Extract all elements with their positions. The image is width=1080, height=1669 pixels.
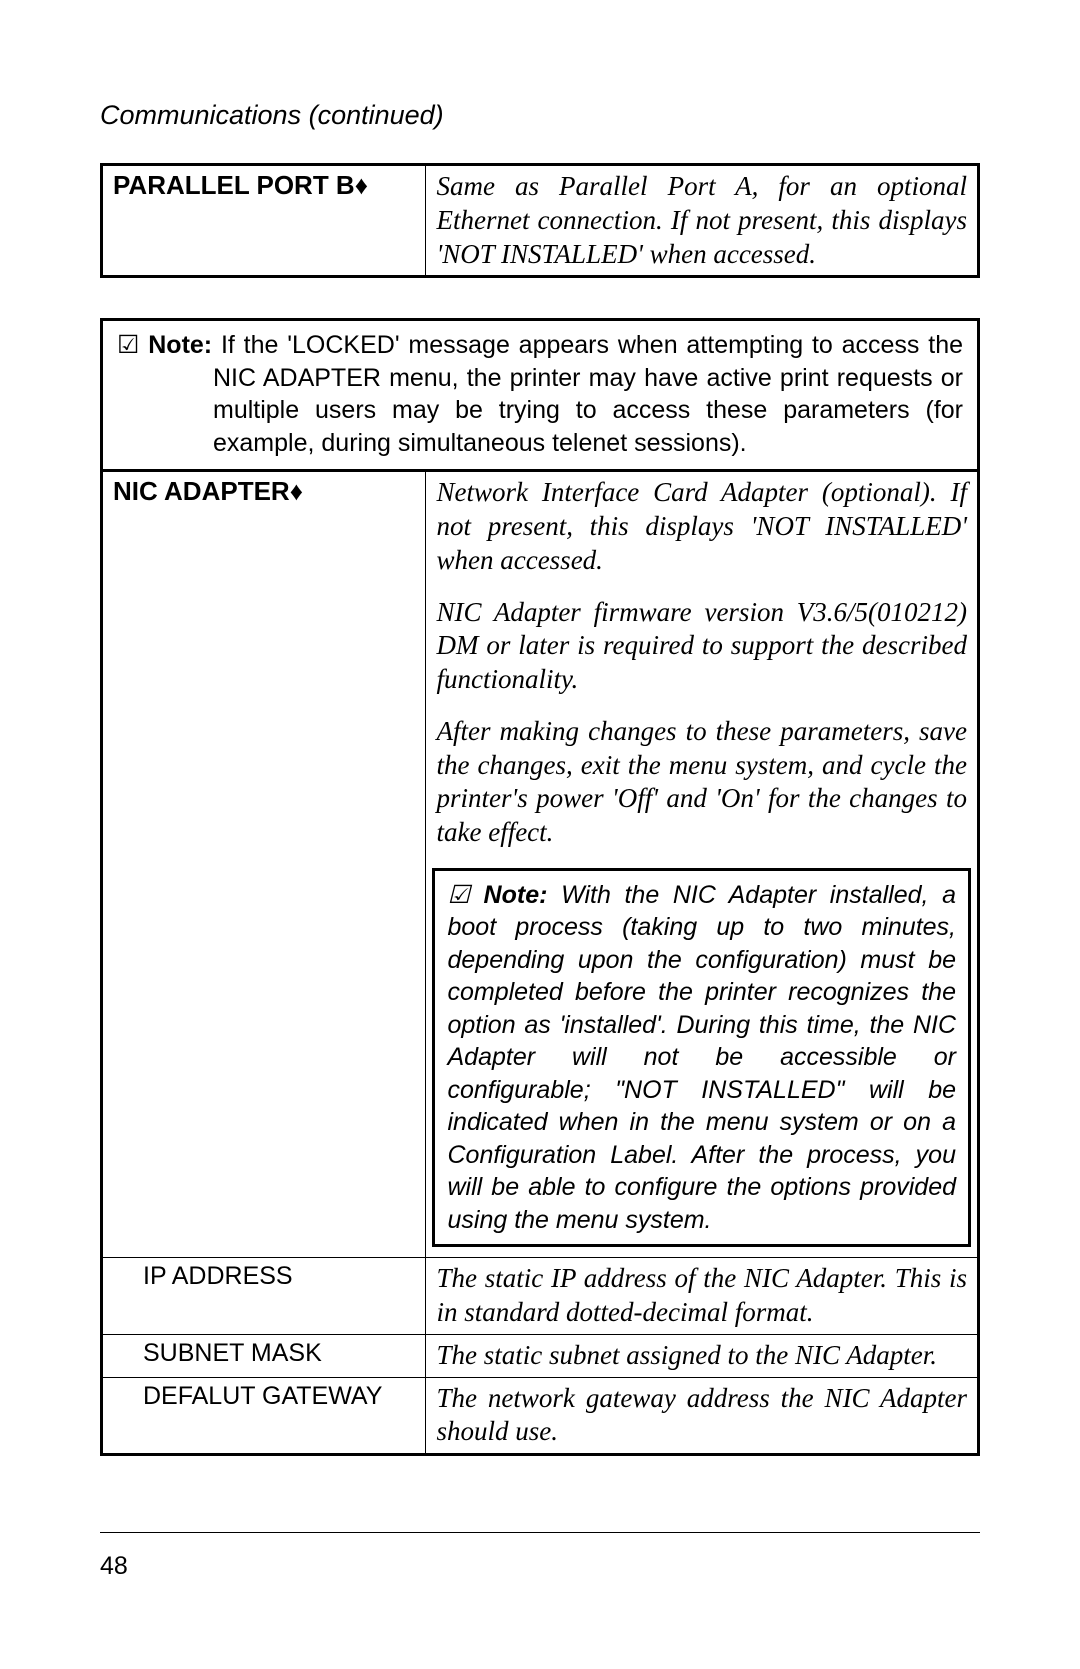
default-gateway-desc: The network gateway address the NIC Adap… xyxy=(436,1382,967,1450)
nic-adapter-table: NIC ADAPTER♦ Network Interface Card Adap… xyxy=(100,469,980,1456)
diamond-icon: ♦ xyxy=(290,476,303,506)
parallel-port-b-desc: Same as Parallel Port A, for an optional… xyxy=(436,170,967,271)
ip-address-label: IP ADDRESS xyxy=(102,1258,426,1335)
locked-note-text: If the 'LOCKED' message appears when att… xyxy=(213,331,963,457)
note-label: Note: xyxy=(148,331,212,359)
checkbox-icon: ☑ xyxy=(117,331,139,359)
diamond-icon: ♦ xyxy=(355,170,368,200)
nic-inner-note-box: ☑ Note: With the NIC Adapter installed, … xyxy=(432,868,971,1248)
locked-note-box: ☑ Note: If the 'LOCKED' message appears … xyxy=(100,318,980,472)
nic-desc-3: After making changes to these parameters… xyxy=(436,715,967,850)
note-label: Note: xyxy=(484,881,548,909)
default-gateway-label: DEFALUT GATEWAY xyxy=(102,1377,426,1455)
nic-inner-note-text: With the NIC Adapter installed, a boot p… xyxy=(447,881,956,1234)
footer-divider xyxy=(100,1532,980,1533)
ip-address-desc: The static IP address of the NIC Adapter… xyxy=(436,1262,967,1330)
page-number: 48 xyxy=(100,1552,128,1581)
nic-desc-2: NIC Adapter firmware version V3.6/5(0102… xyxy=(436,596,967,697)
nic-adapter-label: NIC ADAPTER xyxy=(113,476,290,506)
parallel-port-b-table: PARALLEL PORT B♦ Same as Parallel Port A… xyxy=(100,163,980,278)
parallel-port-b-label: PARALLEL PORT B xyxy=(113,170,355,200)
section-heading: Communications (continued) xyxy=(100,100,980,131)
subnet-mask-desc: The static subnet assigned to the NIC Ad… xyxy=(436,1339,967,1373)
subnet-mask-label: SUBNET MASK xyxy=(102,1334,426,1377)
nic-desc-1: Network Interface Card Adapter (optional… xyxy=(436,476,967,577)
checkbox-icon: ☑ xyxy=(447,881,469,909)
